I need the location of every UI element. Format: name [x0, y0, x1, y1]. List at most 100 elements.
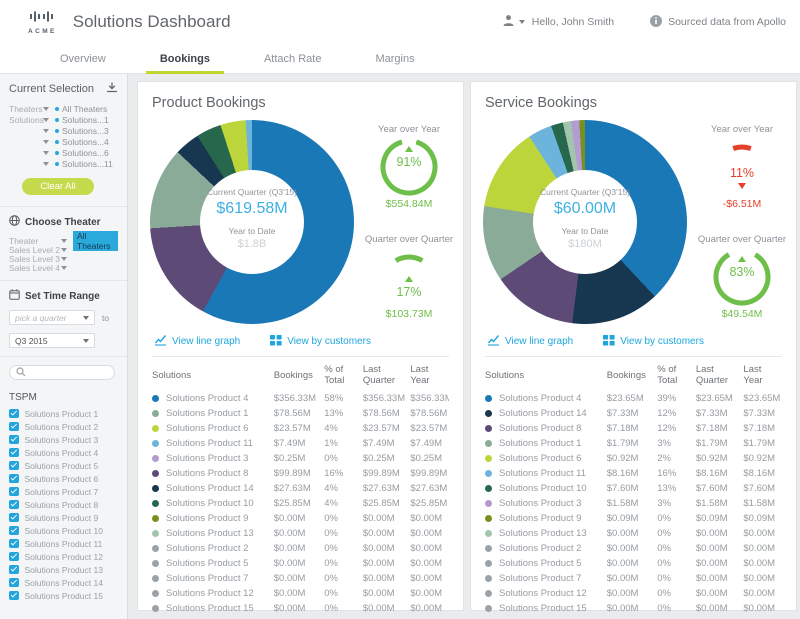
- table-row[interactable]: Solutions Product 7 $0.00M 0% $0.00M $0.00M: [152, 571, 449, 586]
- donut-center: Current Quarter (Q3'15) $60.00M Year to Da…: [533, 170, 637, 274]
- tab-bookings[interactable]: Bookings: [145, 44, 225, 74]
- checkbox-checked-icon[interactable]: [9, 447, 19, 458]
- chevron-down-icon[interactable]: [43, 117, 49, 122]
- user-menu-caret-icon[interactable]: [518, 20, 525, 24]
- tab-margins[interactable]: Margins: [375, 52, 415, 65]
- cell-value: $0.00M: [743, 573, 776, 584]
- user-icon[interactable]: [502, 14, 515, 30]
- theater-filter-row[interactable]: Theater All Theaters: [9, 230, 118, 251]
- table-row[interactable]: Solutions Product 14 $27.63M 4% $27.63M $27.…: [152, 481, 449, 496]
- product-name: Solutions Product 12: [166, 588, 254, 599]
- table-row[interactable]: Solutions Product 10 $25.85M 4% $25.85M $25.…: [152, 496, 449, 511]
- tspm-search-box[interactable]: [9, 365, 115, 380]
- view-by-customers-link[interactable]: View by customers: [603, 334, 704, 349]
- table-row[interactable]: Solutions Product 13 $0.00M 0% $0.00M $0.00M: [152, 526, 449, 541]
- view-line-graph-link[interactable]: View line graph: [154, 334, 240, 349]
- table-row[interactable]: Solutions Product 7 $0.00M 0% $0.00M $0.00M: [485, 571, 782, 586]
- checkbox-checked-icon[interactable]: [9, 564, 19, 575]
- tab-attach-rate[interactable]: Attach Rate: [263, 52, 322, 65]
- clear-all-button[interactable]: Clear All: [22, 178, 94, 195]
- checkbox-checked-icon[interactable]: [9, 590, 19, 601]
- table-row[interactable]: Solutions Product 5 $0.00M 0% $0.00M $0.00M: [485, 556, 782, 571]
- chevron-down-icon[interactable]: [61, 265, 67, 270]
- quarter-to-dropdown[interactable]: Q3 2015: [9, 333, 95, 348]
- view-line-graph-link[interactable]: View line graph: [487, 334, 573, 349]
- chevron-down-icon[interactable]: [43, 161, 49, 166]
- qoq-gauge-graphic: 17%: [380, 245, 438, 312]
- table-row[interactable]: Solutions Product 9 $0.00M 0% $0.00M $0.00M: [152, 511, 449, 526]
- cell-value: $0.00M: [743, 558, 776, 569]
- checkbox-checked-icon[interactable]: [9, 486, 19, 497]
- tspm-search-input[interactable]: [26, 367, 106, 378]
- checkbox-checked-icon[interactable]: [9, 499, 19, 510]
- download-icon[interactable]: [106, 82, 118, 96]
- cell-value: $356.33M: [273, 393, 317, 404]
- table-row[interactable]: Solutions Product 1 $1.79M 3% $1.79M $1.79M: [485, 436, 782, 451]
- checkbox-checked-icon[interactable]: [9, 460, 19, 471]
- table-row[interactable]: Solutions Product 8 $7.18M 12% $7.18M $7.18M: [485, 421, 782, 436]
- table-row[interactable]: Solutions Product 9 $0.09M 0% $0.09M $0.09M: [485, 511, 782, 526]
- table-row[interactable]: Solutions Product 15 $0.00M 0% $0.00M $0.00M: [485, 601, 782, 616]
- table-row[interactable]: Solutions Product 11 $7.49M 1% $7.49M $7.49M: [152, 436, 449, 451]
- theater-filter-row[interactable]: Sales Level 2: [9, 245, 118, 255]
- checkbox-checked-icon[interactable]: [9, 577, 19, 588]
- table-row[interactable]: Solutions Product 6 $0.92M 2% $0.92M $0.92M: [485, 451, 782, 466]
- table-row[interactable]: Solutions Product 2 $0.00M 0% $0.00M $0.00M: [485, 541, 782, 556]
- table-row[interactable]: Solutions Product 12 $0.00M 0% $0.00M $0.00M: [485, 586, 782, 601]
- checkbox-checked-icon[interactable]: [9, 408, 19, 419]
- selection-row[interactable]: Solutions...6: [9, 147, 118, 158]
- chevron-down-icon[interactable]: [61, 256, 67, 261]
- table-row[interactable]: Solutions Product 10 $7.60M 13% $7.60M $7.60…: [485, 481, 782, 496]
- checkbox-checked-icon[interactable]: [9, 512, 19, 523]
- table-row[interactable]: Solutions Product 4 $356.33M 58% $356.33M $3…: [152, 391, 449, 406]
- table-row[interactable]: Solutions Product 12 $0.00M 0% $0.00M $0.00M: [152, 586, 449, 601]
- cell-value: $99.89M: [362, 468, 400, 479]
- tspm-item-solutions-product-9: Solutions Product 9: [9, 511, 118, 524]
- table-row[interactable]: Solutions Product 5 $0.00M 0% $0.00M $0.00M: [152, 556, 449, 571]
- cell-value: $23.65M: [606, 393, 644, 404]
- chevron-down-icon[interactable]: [43, 150, 49, 155]
- donut-chart[interactable]: Current Quarter (Q3'15) $619.58M Year to D…: [150, 120, 354, 324]
- selection-row[interactable]: Solutions Solutions...1: [9, 114, 118, 125]
- table-row[interactable]: Solutions Product 2 $0.00M 0% $0.00M $0.00M: [152, 541, 449, 556]
- checkbox-checked-icon[interactable]: [9, 551, 19, 562]
- chevron-down-icon[interactable]: [61, 247, 67, 252]
- selection-row[interactable]: Solutions...3: [9, 125, 118, 136]
- table-row[interactable]: Solutions Product 13 $0.00M 0% $0.00M $0.00M: [485, 526, 782, 541]
- table-row[interactable]: Solutions Product 3 $1.58M 3% $1.58M $1.58M: [485, 496, 782, 511]
- yoy-gauge-graphic: 11%: [713, 135, 771, 202]
- table-row[interactable]: Solutions Product 11 $8.16M 16% $8.16M $8.16…: [485, 466, 782, 481]
- info-icon[interactable]: [650, 14, 663, 30]
- theater-filter-row[interactable]: Sales Level 3: [9, 254, 118, 264]
- chevron-down-icon[interactable]: [61, 238, 67, 243]
- selection-row[interactable]: Solutions...4: [9, 136, 118, 147]
- checkbox-checked-icon[interactable]: [9, 421, 19, 432]
- table-row[interactable]: Solutions Product 1 $78.56M 13% $78.56M $78.…: [152, 406, 449, 421]
- selection-row[interactable]: Solutions...11: [9, 158, 118, 169]
- table-row[interactable]: Solutions Product 15 $0.00M 0% $0.00M $0.00M: [152, 601, 449, 616]
- checkbox-checked-icon[interactable]: [9, 434, 19, 445]
- checkbox-checked-icon[interactable]: [9, 473, 19, 484]
- table-row[interactable]: Solutions Product 14 $7.33M 12% $7.33M $7.33…: [485, 406, 782, 421]
- tab-overview[interactable]: Overview: [60, 52, 106, 65]
- table-row[interactable]: Solutions Product 4 $23.65M 39% $23.65M $23.…: [485, 391, 782, 406]
- data-source-note: Sourced data from Apollo: [668, 16, 786, 28]
- tspm-item-solutions-product-12: Solutions Product 12: [9, 550, 118, 563]
- theater-filter-row[interactable]: Sales Level 4: [9, 263, 118, 273]
- current-selection-section: Current Selection Theaters All Theaters So…: [0, 74, 127, 206]
- cell-value: $23.57M: [362, 423, 400, 434]
- table-row[interactable]: Solutions Product 6 $23.57M 4% $23.57M $23.5…: [152, 421, 449, 436]
- donut-chart[interactable]: Current Quarter (Q3'15) $60.00M Year to Da…: [483, 120, 687, 324]
- view-by-customers-link[interactable]: View by customers: [270, 334, 371, 349]
- chevron-down-icon[interactable]: [43, 139, 49, 144]
- chevron-down-icon[interactable]: [43, 106, 49, 111]
- table-row[interactable]: Solutions Product 3 $0.25M 0% $0.25M $0.25M: [152, 451, 449, 466]
- user-greeting[interactable]: Hello, John Smith: [531, 16, 615, 28]
- theater-filter-value[interactable]: All Theaters: [73, 230, 118, 251]
- chevron-down-icon[interactable]: [43, 128, 49, 133]
- checkbox-checked-icon[interactable]: [9, 525, 19, 536]
- table-row[interactable]: Solutions Product 8 $99.89M 16% $99.89M $99.…: [152, 466, 449, 481]
- selection-row[interactable]: Theaters All Theaters: [9, 103, 118, 114]
- checkbox-checked-icon[interactable]: [9, 538, 19, 549]
- quarter-from-dropdown[interactable]: pick a quarter: [9, 310, 95, 325]
